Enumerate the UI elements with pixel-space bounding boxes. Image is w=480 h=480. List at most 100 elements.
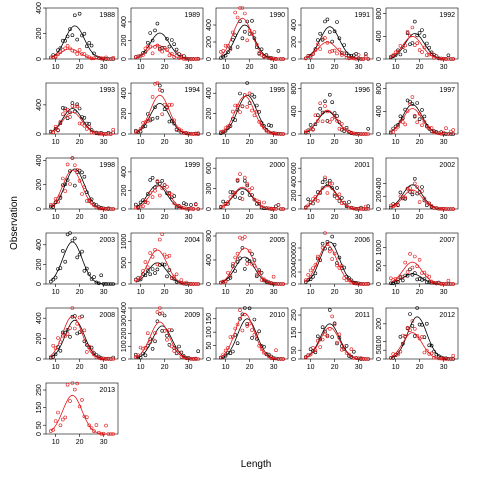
black-series-point [335, 341, 339, 346]
red-series-point [238, 6, 242, 10]
black-series-point [427, 45, 432, 50]
red-series-point [56, 336, 60, 340]
y-tick-label: 400 [36, 239, 43, 251]
y-tick-label: 0 [36, 357, 43, 361]
black-series-point [262, 344, 266, 349]
red-series-point [429, 351, 434, 356]
y-tick-label: 0 [291, 282, 298, 286]
black-series-point [398, 52, 403, 57]
x-tick-label: 20 [246, 214, 254, 221]
black-series-point [77, 330, 82, 335]
red-series-point [259, 278, 264, 282]
red-series-point [388, 129, 393, 134]
black-series-point [252, 94, 257, 99]
y-tick-label: 200 [36, 258, 43, 270]
black-series-point [417, 117, 422, 121]
red-series-point [99, 431, 103, 436]
red-series-point [233, 255, 237, 260]
black-series-point [65, 178, 70, 182]
black-series-point [231, 190, 235, 194]
black-series-point [75, 102, 79, 107]
red-series-point [80, 192, 84, 196]
black-series-point [60, 249, 65, 253]
x-tick-label: 10 [392, 364, 400, 371]
red-series-point [264, 351, 269, 356]
red-series-point [427, 352, 432, 356]
red-series-point [250, 108, 254, 113]
black-series-point [415, 277, 420, 282]
y-tick-label: 400 [291, 254, 298, 266]
red-series-point [434, 206, 439, 210]
y-tick-label: 150 [291, 327, 298, 339]
black-series-point [235, 45, 240, 49]
red-series-point [150, 337, 155, 342]
red-series-point [247, 91, 252, 96]
y-tick-label: 0 [291, 57, 298, 61]
red-series-point [410, 265, 415, 270]
x-tick-label: 30 [440, 64, 448, 71]
red-series-point [106, 132, 111, 136]
x-tick-label: 10 [52, 139, 60, 146]
red-series-point [191, 57, 196, 61]
red-series-point [429, 204, 434, 208]
red-series-point [361, 57, 366, 61]
red-series-point [243, 312, 247, 317]
panel-frame [45, 157, 119, 210]
red-series-point [363, 282, 368, 286]
y-tick-label: 0 [291, 357, 298, 361]
red-series-point [179, 206, 184, 210]
red-series-point [65, 332, 70, 336]
red-series-point [87, 125, 91, 129]
black-series-point [332, 242, 337, 247]
red-series-point [177, 280, 181, 285]
black-series-point [109, 282, 113, 286]
black-series-point [87, 272, 91, 276]
red-series-point [344, 351, 349, 355]
red-series-point [281, 282, 286, 286]
black-series-point [243, 29, 247, 34]
red-series-point [332, 251, 337, 256]
red-series-point [337, 126, 342, 131]
black-series-point [320, 325, 325, 330]
black-series-point [165, 274, 169, 279]
red-series-point [313, 348, 318, 353]
black-series-point [85, 190, 89, 194]
red-series-point [194, 356, 198, 361]
black-series-point [68, 169, 72, 173]
red-series-point [104, 132, 108, 136]
panel-year-label: 1997 [439, 87, 455, 94]
black-series-point [162, 262, 167, 267]
red-series-point [344, 128, 349, 132]
red-series-point [354, 281, 359, 286]
black-series-point [235, 260, 240, 264]
x-tick-label: 30 [440, 364, 448, 371]
x-tick-label: 10 [137, 139, 145, 146]
red-series-point [448, 57, 453, 61]
red-series-point [247, 188, 252, 192]
black-series-point [101, 281, 106, 286]
black-series-point [391, 126, 396, 131]
red-series-point [101, 207, 106, 211]
red-series-point [417, 200, 422, 204]
red-series-point [184, 206, 188, 211]
black-series-point [363, 52, 368, 56]
red-series-point [238, 172, 242, 176]
red-series-point [420, 123, 424, 128]
red-series-point [179, 278, 184, 282]
black-series-point [391, 356, 396, 360]
red-series-point [396, 203, 400, 207]
red-series-point [415, 185, 420, 189]
red-series-point [429, 52, 434, 56]
red-series-point [170, 192, 174, 197]
red-series-point [136, 353, 140, 358]
black-series-point [63, 38, 67, 43]
red-series-point [245, 38, 249, 43]
black-series-point [250, 336, 254, 340]
red-series-point [432, 206, 436, 210]
red-series-point [245, 324, 249, 328]
red-series-point [422, 350, 427, 355]
x-tick-label: 20 [331, 364, 339, 371]
black-series-point [111, 282, 115, 286]
black-series-point [266, 352, 271, 357]
black-series-point [415, 33, 420, 38]
